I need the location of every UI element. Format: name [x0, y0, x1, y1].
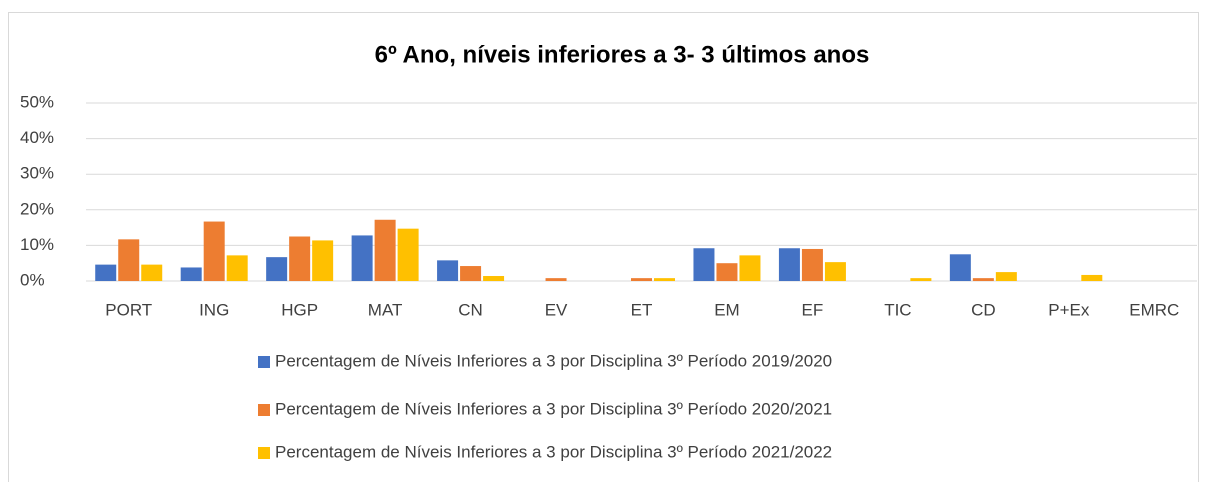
bar [180, 267, 202, 281]
bar [95, 264, 117, 281]
bar [118, 239, 140, 281]
y-tick-label: 10% [20, 235, 54, 254]
x-tick-label: EF [802, 300, 824, 319]
bar [266, 257, 288, 281]
legend-label: Percentagem de Níveis Inferiores a 3 por… [275, 351, 832, 370]
legend-label: Percentagem de Níveis Inferiores a 3 por… [275, 442, 832, 461]
bar [437, 260, 459, 281]
bar [631, 278, 652, 281]
bar [949, 254, 971, 281]
x-tick-label: CD [971, 300, 996, 319]
y-tick-label: 40% [20, 128, 54, 147]
bar [226, 255, 248, 281]
bar [995, 272, 1017, 281]
y-tick-label: 0% [20, 270, 45, 289]
x-tick-label: EV [545, 300, 568, 319]
x-tick-label: PORT [105, 300, 152, 319]
bar [693, 248, 715, 281]
bar [203, 221, 225, 281]
x-tick-label: EMRC [1129, 300, 1179, 319]
bar [910, 278, 932, 281]
bar [397, 228, 419, 281]
bar [778, 248, 800, 281]
bar [972, 278, 994, 281]
bar [716, 263, 738, 281]
y-tick-label: 30% [20, 164, 54, 183]
bar [141, 264, 163, 281]
bar [483, 276, 505, 281]
y-tick-label: 50% [20, 92, 54, 111]
x-tick-label: ING [199, 300, 229, 319]
x-tick-label: ET [631, 300, 653, 319]
bar [824, 262, 846, 281]
x-tick-label: EM [714, 300, 740, 319]
bar [545, 278, 567, 281]
x-tick-label: P+Ex [1048, 300, 1090, 319]
y-tick-label: 20% [20, 199, 54, 218]
x-tick-label: MAT [368, 300, 403, 319]
bar [739, 255, 761, 281]
bar [801, 248, 823, 281]
chart-title: 6º Ano, níveis inferiores a 3- 3 últimos… [375, 41, 870, 68]
x-tick-label: TIC [884, 300, 911, 319]
x-tick-label: HGP [281, 300, 318, 319]
x-tick-label: CN [458, 300, 483, 319]
bar [460, 266, 482, 281]
bar [312, 240, 334, 281]
legend-label: Percentagem de Níveis Inferiores a 3 por… [275, 399, 832, 418]
bar [374, 219, 396, 281]
legend-swatch [258, 447, 270, 459]
bar [1081, 274, 1103, 281]
bar [654, 278, 675, 281]
legend-swatch [258, 404, 270, 416]
bar [289, 236, 311, 281]
bar [351, 235, 373, 281]
legend-swatch [258, 356, 270, 368]
